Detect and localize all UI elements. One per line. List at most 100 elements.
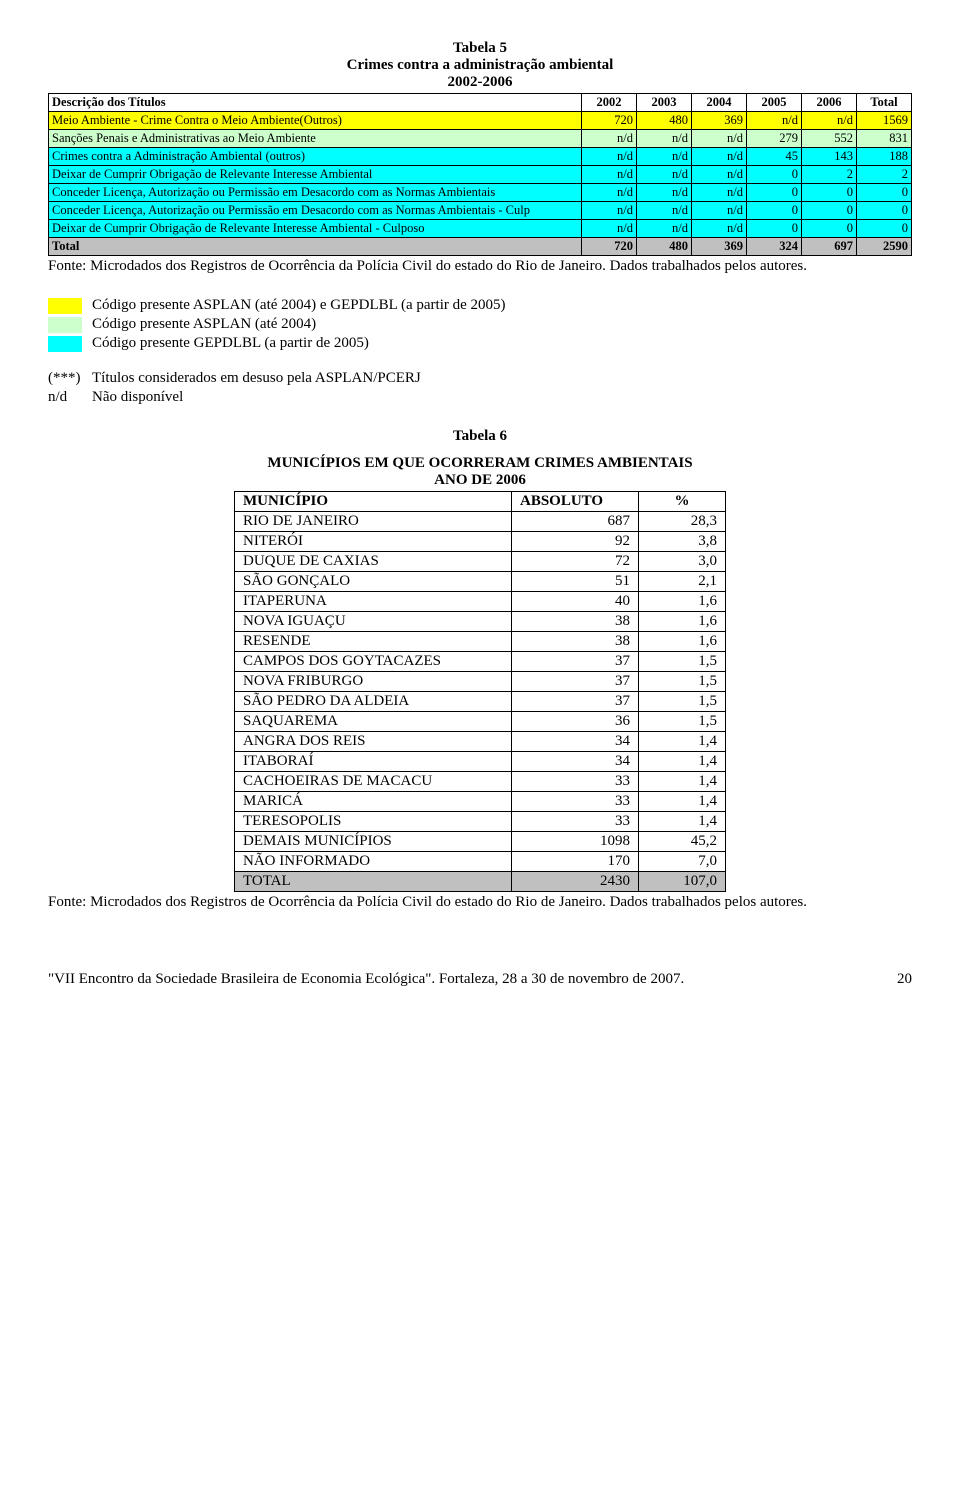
table6-percent: 1,4	[639, 752, 726, 772]
table5-cell: n/d	[747, 112, 802, 130]
footer-page: 20	[897, 971, 912, 988]
table6-municipio: NOVA IGUAÇU	[235, 612, 512, 632]
legend-text: Código presente ASPLAN (até 2004)	[92, 316, 316, 333]
table6-percent: 7,0	[639, 852, 726, 872]
table5-header-cell: Total	[857, 94, 912, 112]
table5-row-desc: Total	[49, 238, 582, 256]
table5-cell: n/d	[692, 166, 747, 184]
table5-cell: 45	[747, 148, 802, 166]
table5-cell: n/d	[637, 184, 692, 202]
table6-percent: 1,4	[639, 792, 726, 812]
table5-cell: n/d	[692, 130, 747, 148]
table5-cell: 0	[747, 166, 802, 184]
table6-absoluto: 34	[512, 752, 639, 772]
table6-absoluto: 2430	[512, 872, 639, 892]
table6-municipio: CACHOEIRAS DE MACACU	[235, 772, 512, 792]
table6-municipio: ITAPERUNA	[235, 592, 512, 612]
table5-cell: 0	[802, 202, 857, 220]
table6-absoluto: 170	[512, 852, 639, 872]
legend-swatch	[48, 317, 82, 333]
table6-percent: 1,4	[639, 772, 726, 792]
note-text: Não disponível	[92, 389, 183, 406]
table6-municipio: TOTAL	[235, 872, 512, 892]
table5-cell: 0	[747, 220, 802, 238]
table5-cell: 831	[857, 130, 912, 148]
table6-municipio: SÃO PEDRO DA ALDEIA	[235, 692, 512, 712]
table5-title-1: Tabela 5	[48, 40, 912, 57]
table6-absoluto: 72	[512, 552, 639, 572]
table6-title-3: ANO DE 2006	[48, 472, 912, 489]
table6-absoluto: 37	[512, 692, 639, 712]
table5-cell: 0	[802, 220, 857, 238]
legend-text: Código presente GEPDLBL (a partir de 200…	[92, 335, 369, 352]
table6-percent: 3,0	[639, 552, 726, 572]
table6-absoluto: 36	[512, 712, 639, 732]
table6-percent: 28,3	[639, 512, 726, 532]
table5-cell: n/d	[637, 130, 692, 148]
table5: Descrição dos Títulos2002200320042005200…	[48, 93, 912, 256]
table6: MUNICÍPIOABSOLUTO% RIO DE JANEIRO68728,3…	[234, 491, 726, 892]
table6-percent: 1,4	[639, 732, 726, 752]
table5-cell: n/d	[582, 220, 637, 238]
table5-header-cell: 2006	[802, 94, 857, 112]
table5-header-cell: 2004	[692, 94, 747, 112]
table5-cell: n/d	[582, 202, 637, 220]
table5-cell: 143	[802, 148, 857, 166]
legend-swatch	[48, 336, 82, 352]
table5-title-3: 2002-2006	[48, 74, 912, 91]
footer-left: "VII Encontro da Sociedade Brasileira de…	[48, 971, 684, 988]
table5-cell: 2	[857, 166, 912, 184]
table5-header-cell: 2002	[582, 94, 637, 112]
table5-cell: 0	[857, 220, 912, 238]
table6-source: Fonte: Microdados dos Registros de Ocorr…	[48, 894, 912, 911]
table6-percent: 1,5	[639, 652, 726, 672]
table5-cell: n/d	[582, 130, 637, 148]
table6-municipio: ITABORAÍ	[235, 752, 512, 772]
table5-cell: 0	[857, 184, 912, 202]
note-key: n/d	[48, 389, 92, 406]
table6-municipio: CAMPOS DOS GOYTACAZES	[235, 652, 512, 672]
table5-row-desc: Sanções Penais e Administrativas ao Meio…	[49, 130, 582, 148]
table6-municipio: DUQUE DE CAXIAS	[235, 552, 512, 572]
table5-cell: n/d	[637, 148, 692, 166]
table5-cell: 369	[692, 238, 747, 256]
table5-cell: 324	[747, 238, 802, 256]
note-key: (***)	[48, 370, 92, 387]
table6-municipio: RESENDE	[235, 632, 512, 652]
table6-municipio: TERESOPOLIS	[235, 812, 512, 832]
table6-percent: 2,1	[639, 572, 726, 592]
table5-cell: 1569	[857, 112, 912, 130]
table6-percent: 1,5	[639, 712, 726, 732]
legend-swatch	[48, 298, 82, 314]
table5-cell: 720	[582, 112, 637, 130]
table5-header-cell: Descrição dos Títulos	[49, 94, 582, 112]
table5-cell: 720	[582, 238, 637, 256]
table6-absoluto: 37	[512, 652, 639, 672]
table6-percent: 1,6	[639, 592, 726, 612]
table5-cell: n/d	[637, 220, 692, 238]
table5-row-desc: Deixar de Cumprir Obrigação de Relevante…	[49, 166, 582, 184]
table6-municipio: NÃO INFORMADO	[235, 852, 512, 872]
table6-municipio: DEMAIS MUNICÍPIOS	[235, 832, 512, 852]
table6-absoluto: 40	[512, 592, 639, 612]
table6-absoluto: 38	[512, 612, 639, 632]
table6-absoluto: 34	[512, 732, 639, 752]
note-text: Títulos considerados em desuso pela ASPL…	[92, 370, 421, 387]
table6-absoluto: 51	[512, 572, 639, 592]
table5-cell: 480	[637, 238, 692, 256]
table6-municipio: SÃO GONÇALO	[235, 572, 512, 592]
footer: "VII Encontro da Sociedade Brasileira de…	[48, 971, 912, 988]
table5-cell: 0	[747, 184, 802, 202]
table6-title-2: MUNICÍPIOS EM QUE OCORRERAM CRIMES AMBIE…	[48, 455, 912, 472]
table5-cell: 0	[857, 202, 912, 220]
table6-municipio: MARICÁ	[235, 792, 512, 812]
table5-row-desc: Crimes contra a Administração Ambiental …	[49, 148, 582, 166]
table6-absoluto: 33	[512, 792, 639, 812]
table6-header-cell: MUNICÍPIO	[235, 492, 512, 512]
table6-percent: 45,2	[639, 832, 726, 852]
table6-percent: 3,8	[639, 532, 726, 552]
table5-cell: 188	[857, 148, 912, 166]
table5-cell: n/d	[692, 220, 747, 238]
table5-row-desc: Conceder Licença, Autorização ou Permiss…	[49, 184, 582, 202]
table5-cell: n/d	[692, 148, 747, 166]
